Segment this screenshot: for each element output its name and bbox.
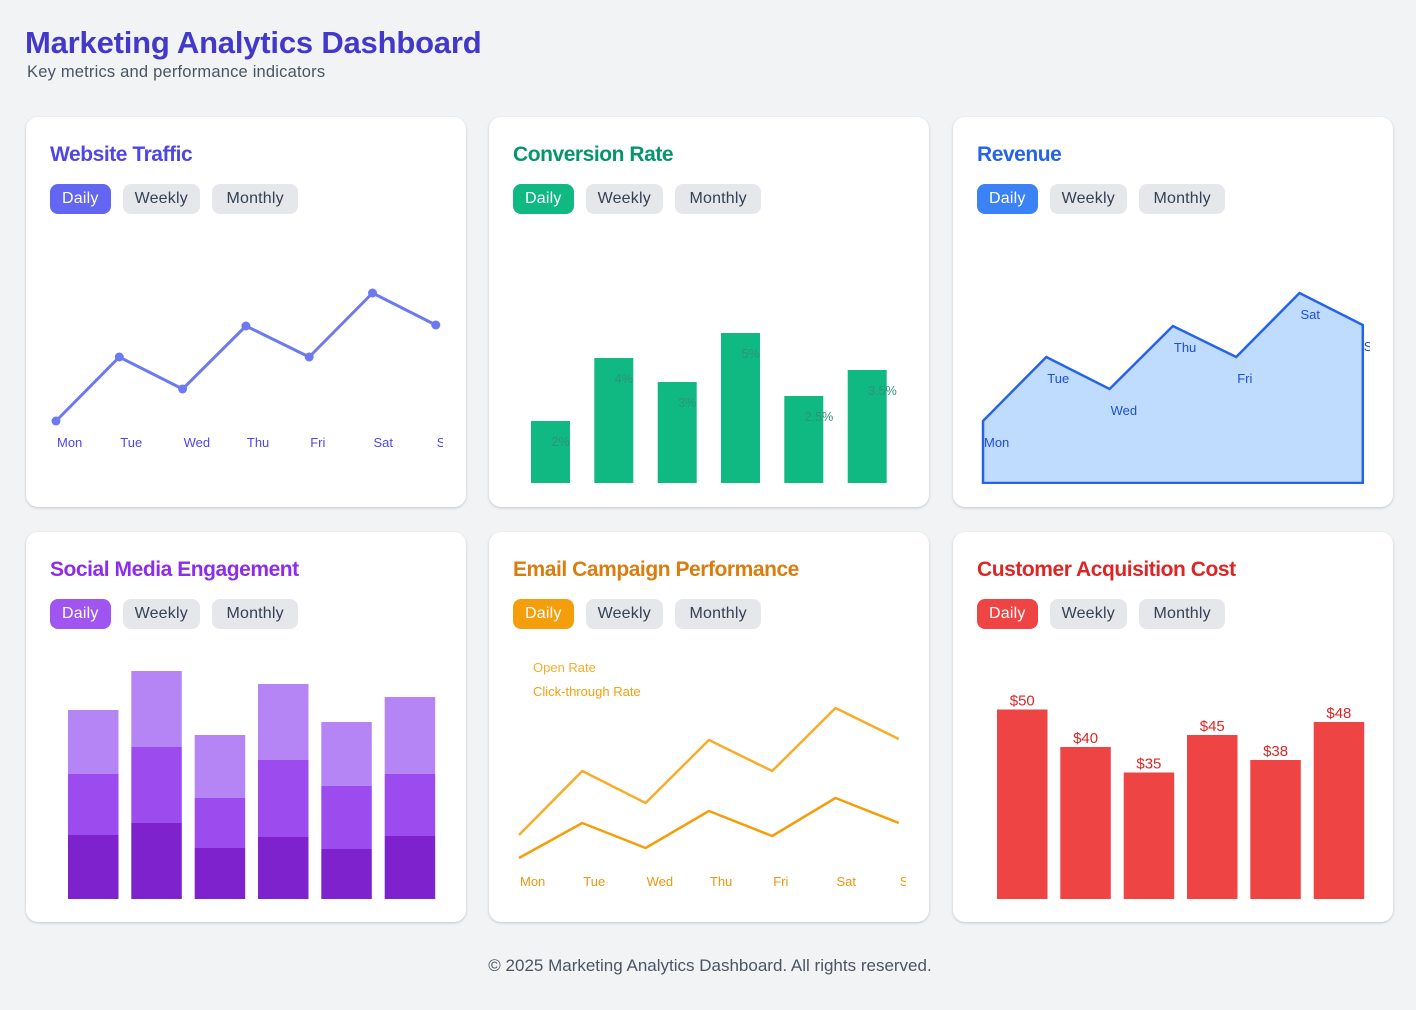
svg-text:Mon: Mon	[57, 435, 82, 450]
svg-text:3%: 3%	[678, 396, 696, 410]
svg-text:2%: 2%	[552, 435, 570, 449]
svg-text:Thu: Thu	[710, 874, 732, 889]
svg-text:Thu: Thu	[247, 435, 269, 450]
svg-text:Sat: Sat	[374, 435, 394, 450]
svg-text:Wed: Wed	[1111, 403, 1138, 418]
svg-text:Thu: Thu	[1174, 340, 1196, 355]
svg-text:Sun: Sun	[437, 435, 443, 450]
svg-text:Fri: Fri	[773, 874, 788, 889]
svg-text:Tue: Tue	[583, 874, 605, 889]
svg-text:4%: 4%	[615, 372, 633, 386]
svg-text:Sun: Sun	[900, 874, 906, 889]
svg-text:$38: $38	[1263, 743, 1288, 760]
svg-text:Mon: Mon	[984, 435, 1009, 450]
svg-text:Sat: Sat	[1301, 307, 1321, 322]
svg-text:Open Rate: Open Rate	[533, 660, 596, 675]
svg-text:Sat: Sat	[837, 874, 857, 889]
svg-text:$35: $35	[1136, 756, 1161, 773]
svg-text:$50: $50	[1010, 693, 1035, 710]
svg-text:Fri: Fri	[1237, 371, 1252, 386]
svg-text:$48: $48	[1326, 705, 1351, 722]
svg-text:Tue: Tue	[1047, 371, 1069, 386]
svg-text:Mon: Mon	[520, 874, 545, 889]
svg-text:Sun: Sun	[1364, 339, 1370, 354]
svg-text:Tue: Tue	[120, 435, 142, 450]
svg-text:Wed: Wed	[647, 874, 674, 889]
svg-text:Fri: Fri	[310, 435, 325, 450]
svg-text:$40: $40	[1073, 730, 1098, 747]
svg-text:Click-through Rate: Click-through Rate	[533, 684, 641, 699]
svg-text:2.5%: 2.5%	[805, 410, 834, 424]
svg-text:5%: 5%	[742, 347, 760, 361]
svg-text:$45: $45	[1200, 718, 1225, 735]
svg-text:Wed: Wed	[184, 435, 211, 450]
svg-text:3.5%: 3.5%	[868, 384, 897, 398]
